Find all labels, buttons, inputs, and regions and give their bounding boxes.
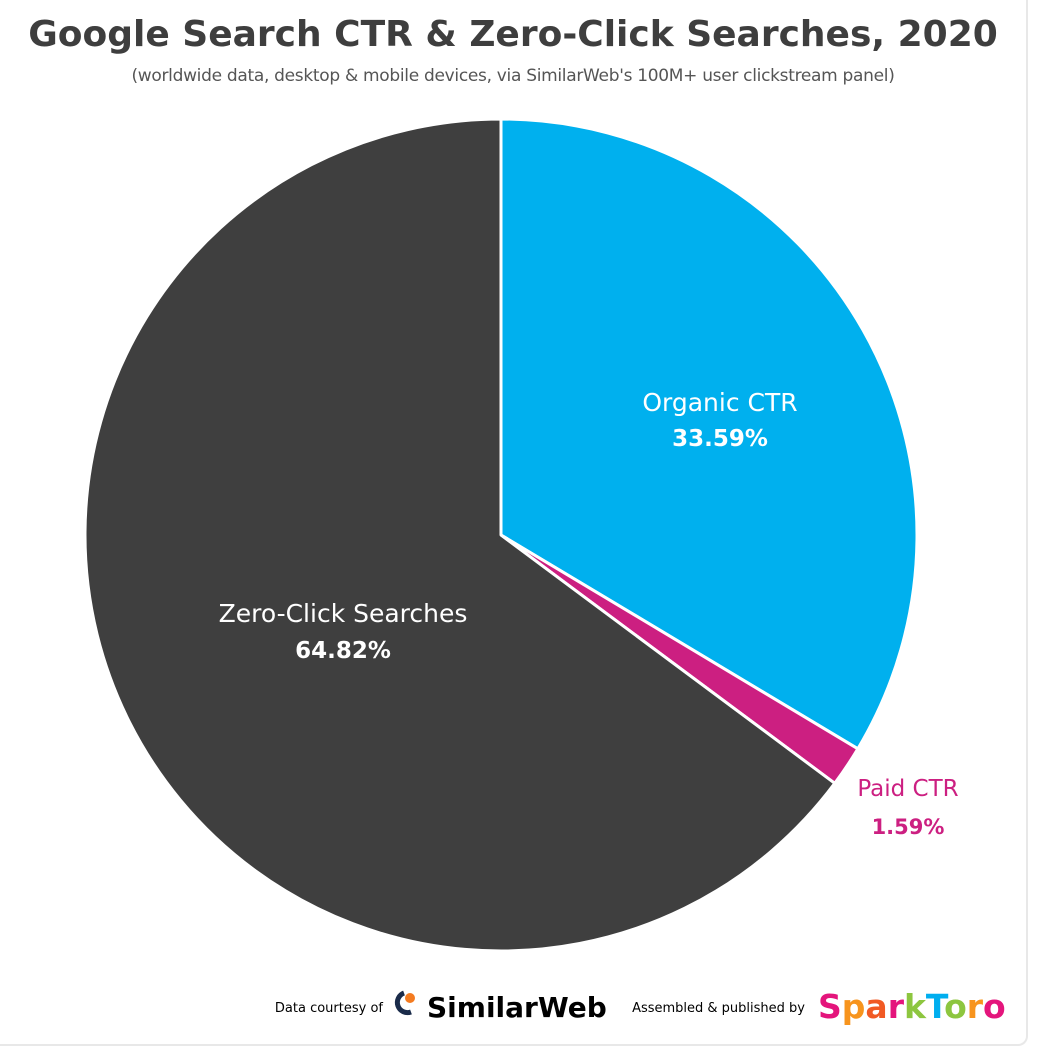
- data-courtesy-text: Data courtesy of: [275, 1001, 384, 1016]
- slice-value-organic: 33.59%: [672, 426, 768, 452]
- assembled-by-text: Assembled & published by: [632, 1001, 805, 1016]
- sparktoro-letter: S: [818, 987, 842, 1026]
- sparktoro-letter: T: [926, 987, 949, 1026]
- slice-label-zero-click: Zero-Click Searches: [219, 599, 468, 628]
- footer: Data courtesy of SimilarWeb Assembled & …: [275, 987, 1006, 1026]
- slice-value-zero-click: 64.82%: [295, 638, 391, 664]
- sparktoro-letter: r: [967, 987, 984, 1026]
- slice-value-paid: 1.59%: [872, 815, 945, 839]
- sparktoro-letter: a: [865, 987, 887, 1026]
- sparktoro-letter: o: [983, 987, 1006, 1026]
- chart-title: Google Search CTR & Zero-Click Searches,…: [28, 14, 998, 55]
- sparktoro-letter: k: [904, 987, 927, 1026]
- sparktoro-logo: SparkToro: [818, 987, 1006, 1026]
- sparktoro-letter: o: [944, 987, 967, 1026]
- similarweb-logo-icon: [394, 990, 415, 1016]
- pie-slices: [83, 117, 919, 953]
- similarweb-logo-text: SimilarWeb: [427, 991, 607, 1024]
- slice-label-paid: Paid CTR: [857, 776, 958, 802]
- pie-labels: Organic CTR 33.59% Zero-Click Searches 6…: [219, 388, 959, 839]
- slice-label-organic: Organic CTR: [642, 388, 797, 417]
- pie-slice-organic-ctr: [499, 117, 919, 751]
- pie-slice-zero-click-searches: [83, 117, 837, 953]
- sparktoro-letter: r: [888, 987, 905, 1026]
- chart-subtitle: (worldwide data, desktop & mobile device…: [131, 66, 895, 86]
- sparktoro-letter: p: [842, 987, 866, 1026]
